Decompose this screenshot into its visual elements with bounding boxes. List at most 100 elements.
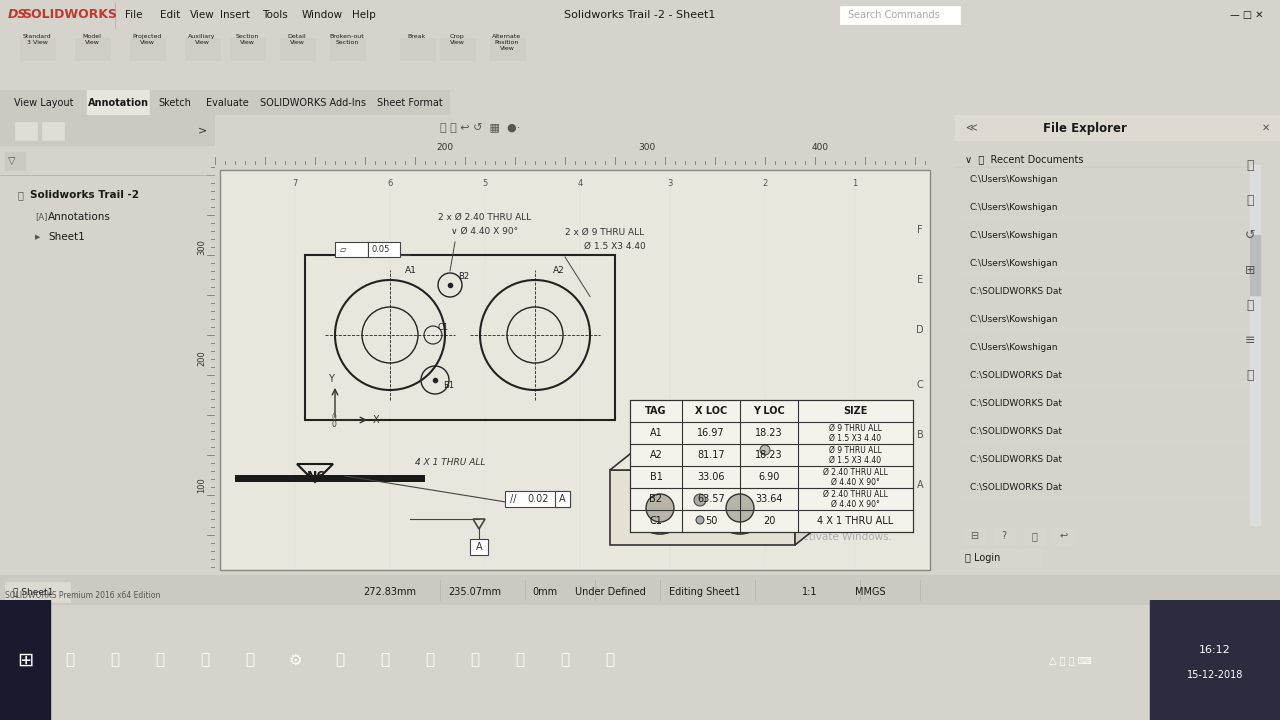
Bar [993,527,1015,545]
Bar [399,38,435,60]
Text: 33.64: 33.64 [755,494,783,504]
Bar [15,122,37,140]
Text: 🔍: 🔍 [65,652,74,667]
Text: 📁: 📁 [155,652,165,667]
Text: DS: DS [8,9,27,22]
Text: 2 x Ø 9 THRU ALL: 2 x Ø 9 THRU ALL [566,228,645,237]
Text: C:\SOLIDWORKS Dat: C:\SOLIDWORKS Dat [970,454,1062,464]
Text: 16:12: 16:12 [1199,645,1231,655]
Text: 2 x Ø 2.40 THRU ALL: 2 x Ø 2.40 THRU ALL [438,213,531,222]
Text: 300: 300 [639,143,655,151]
Circle shape [696,516,704,524]
Text: 🌐: 🌐 [1247,299,1253,312]
Bar [131,38,165,60]
Text: C:\SOLIDWORKS Dat: C:\SOLIDWORKS Dat [970,371,1062,379]
Bar [440,38,475,60]
Circle shape [694,494,707,506]
Bar [1149,600,1280,720]
Bar [236,475,425,482]
Text: Ø 2.40 THRU ALL: Ø 2.40 THRU ALL [823,467,888,477]
Text: 📊: 📊 [335,652,344,667]
Text: 0: 0 [332,420,335,429]
Text: ⊞: ⊞ [1244,264,1256,276]
Text: Annotations: Annotations [49,212,111,222]
Text: 300: 300 [197,239,206,255]
Bar [5,152,26,170]
Text: Y: Y [328,374,334,384]
Bar [255,90,370,115]
Text: A: A [558,494,566,504]
Text: Ø 4.40 X 90°: Ø 4.40 X 90° [831,477,879,487]
Text: Sketch: Sketch [159,97,192,107]
Text: 15-12-2018: 15-12-2018 [1187,670,1243,680]
Text: Detail
View: Detail View [288,34,306,45]
Bar [1251,235,1260,295]
Text: Ø 1.5 Ⅹ3 4.40: Ø 1.5 Ⅹ3 4.40 [829,433,882,443]
Text: A: A [916,480,923,490]
Text: X LOC: X LOC [695,406,727,416]
Text: A: A [476,542,483,552]
Text: C:\Users\Kowshigan: C:\Users\Kowshigan [970,202,1059,212]
Text: Projected
View: Projected View [132,34,161,45]
Text: C:\Users\Kowshigan: C:\Users\Kowshigan [970,258,1059,268]
Text: C:\Users\Kowshigan: C:\Users\Kowshigan [970,230,1059,240]
Bar [955,115,1280,140]
Text: 🖹: 🖹 [18,190,24,200]
Bar [0,600,50,720]
Bar [5,582,70,602]
Polygon shape [611,470,795,545]
Text: 20: 20 [763,516,776,526]
Text: A2: A2 [553,266,564,275]
Text: 4 X 1 THRU ALL: 4 X 1 THRU ALL [818,516,893,526]
Text: 2: 2 [763,179,768,188]
Text: SIZE: SIZE [844,406,868,416]
Text: ⊟: ⊟ [970,531,978,541]
Text: ▶: ▶ [35,234,41,240]
Text: B1: B1 [443,381,454,390]
Text: Evaluate: Evaluate [206,97,248,107]
Bar [367,242,399,257]
Text: 📷: 📷 [425,652,435,667]
Text: 🎮: 🎮 [516,652,525,667]
Text: 7: 7 [292,179,298,188]
Text: 🌐: 🌐 [201,652,210,667]
Text: N6: N6 [307,470,326,483]
Text: //: // [509,494,517,504]
Bar [1023,527,1044,545]
Text: ▱: ▱ [340,245,347,254]
Text: B2: B2 [458,272,470,281]
Bar [840,6,960,24]
Text: View Layout: View Layout [14,97,73,107]
Text: 0: 0 [332,413,335,422]
Text: ≪: ≪ [965,123,977,133]
Text: — □ ✕: — □ ✕ [1230,10,1263,20]
Text: C:\SOLIDWORKS Dat: C:\SOLIDWORKS Dat [970,426,1062,436]
Text: Solidworks Trail -2: Solidworks Trail -2 [29,190,140,200]
Text: 272.83mm: 272.83mm [364,587,416,597]
Text: 📚: 📚 [1247,194,1253,207]
Bar [0,90,87,115]
Text: C:\Users\Kowshigan: C:\Users\Kowshigan [970,343,1059,351]
Text: 18.23: 18.23 [755,450,783,460]
Bar [556,491,570,507]
Text: Window: Window [302,10,343,20]
Text: File: File [125,10,142,20]
Text: 🔍 🔍 ↩ ↺  ▦  ●·: 🔍 🔍 ↩ ↺ ▦ ●· [440,123,520,133]
Text: A1: A1 [650,428,662,438]
Text: C:\SOLIDWORKS Dat: C:\SOLIDWORKS Dat [970,287,1062,295]
Text: 0.02: 0.02 [527,494,549,504]
Text: ⊞: ⊞ [17,650,33,670]
Text: Ø 1.5 Ⅹ3 4.40: Ø 1.5 Ⅹ3 4.40 [584,242,646,251]
Text: Edit: Edit [160,10,180,20]
Bar [335,242,367,257]
Text: 235.07mm: 235.07mm [448,587,502,597]
Text: B2: B2 [649,494,663,504]
Bar [42,122,64,140]
Bar [0,115,215,145]
Text: Section
View: Section View [236,34,259,45]
Bar [1053,527,1075,545]
Bar [20,38,55,60]
Circle shape [714,482,765,534]
Text: 4: 4 [577,179,582,188]
Text: 18.23: 18.23 [755,428,783,438]
